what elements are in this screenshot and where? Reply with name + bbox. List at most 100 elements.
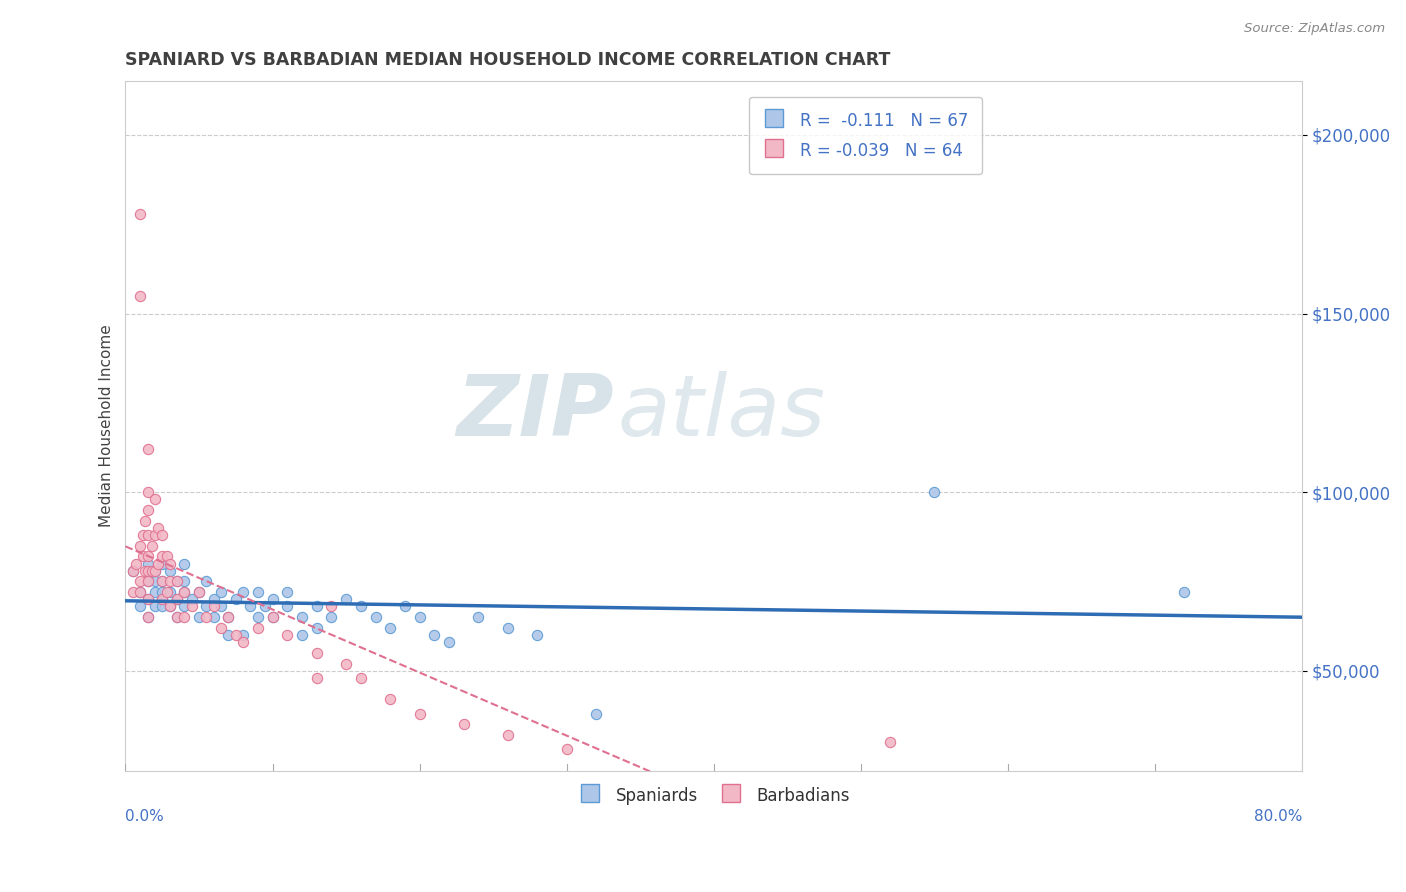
Point [453, 717, 475, 731]
Point [150, 574, 173, 589]
Text: atlas: atlas [617, 371, 825, 454]
Point [879, 735, 901, 749]
Point [136, 592, 159, 607]
Point [129, 206, 152, 220]
Point [129, 288, 152, 302]
Text: ZIP: ZIP [456, 371, 614, 454]
Point [121, 564, 143, 578]
Point [232, 585, 254, 599]
Point [209, 621, 232, 635]
Point [146, 521, 169, 535]
Text: SPANIARD VS BARBADIAN MEDIAN HOUSEHOLD INCOME CORRELATION CHART: SPANIARD VS BARBADIAN MEDIAN HOUSEHOLD I… [125, 51, 891, 69]
Point [136, 574, 159, 589]
Point [136, 564, 159, 578]
Point [129, 574, 152, 589]
Point [254, 599, 277, 614]
Point [496, 728, 519, 742]
Point [380, 621, 402, 635]
Point [159, 585, 181, 599]
Point [173, 574, 195, 589]
Point [141, 539, 163, 553]
Point [394, 599, 416, 614]
Point [496, 621, 519, 635]
Point [143, 585, 166, 599]
Point [136, 557, 159, 571]
Point [408, 706, 430, 721]
Point [276, 599, 298, 614]
Point [159, 599, 181, 614]
Point [262, 610, 284, 624]
Point [321, 610, 343, 624]
Point [129, 599, 152, 614]
Point [166, 610, 188, 624]
Point [217, 610, 239, 624]
Point [159, 557, 181, 571]
Point [335, 657, 357, 671]
Point [217, 610, 239, 624]
Point [150, 557, 173, 571]
Point [924, 485, 946, 500]
Point [166, 610, 188, 624]
Point [195, 599, 218, 614]
Point [156, 549, 179, 564]
Point [150, 528, 173, 542]
Point [276, 628, 298, 642]
Point [1173, 585, 1195, 599]
Point [136, 503, 159, 517]
Point [276, 585, 298, 599]
Point [380, 692, 402, 706]
Point [143, 599, 166, 614]
Point [305, 646, 328, 660]
Point [146, 557, 169, 571]
Point [180, 599, 202, 614]
Point [150, 592, 173, 607]
Point [159, 599, 181, 614]
Point [305, 671, 328, 685]
Point [188, 585, 211, 599]
Point [136, 574, 159, 589]
Point [159, 564, 181, 578]
Point [125, 557, 148, 571]
Point [173, 557, 195, 571]
Point [150, 549, 173, 564]
Point [129, 585, 152, 599]
Point [141, 564, 163, 578]
Text: Source: ZipAtlas.com: Source: ZipAtlas.com [1244, 22, 1385, 36]
Point [350, 671, 373, 685]
Point [121, 585, 143, 599]
Point [246, 621, 269, 635]
Point [188, 585, 211, 599]
Point [166, 592, 188, 607]
Point [246, 585, 269, 599]
Text: 0.0%: 0.0% [125, 809, 165, 823]
Point [232, 635, 254, 649]
Point [467, 610, 489, 624]
Point [121, 564, 143, 578]
Point [321, 599, 343, 614]
Point [150, 599, 173, 614]
Point [555, 742, 578, 756]
Point [217, 628, 239, 642]
Point [188, 610, 211, 624]
Point [134, 514, 156, 528]
Point [437, 635, 460, 649]
Point [156, 585, 179, 599]
Point [159, 574, 181, 589]
Point [134, 564, 156, 578]
Point [150, 574, 173, 589]
Point [143, 528, 166, 542]
Point [202, 592, 225, 607]
Point [143, 564, 166, 578]
Point [173, 585, 195, 599]
Point [225, 628, 247, 642]
Text: 80.0%: 80.0% [1254, 809, 1302, 823]
Point [209, 599, 232, 614]
Point [350, 599, 373, 614]
Point [262, 610, 284, 624]
Point [143, 492, 166, 507]
Point [166, 592, 188, 607]
Point [136, 610, 159, 624]
Point [225, 592, 247, 607]
Point [136, 442, 159, 457]
Point [291, 610, 314, 624]
